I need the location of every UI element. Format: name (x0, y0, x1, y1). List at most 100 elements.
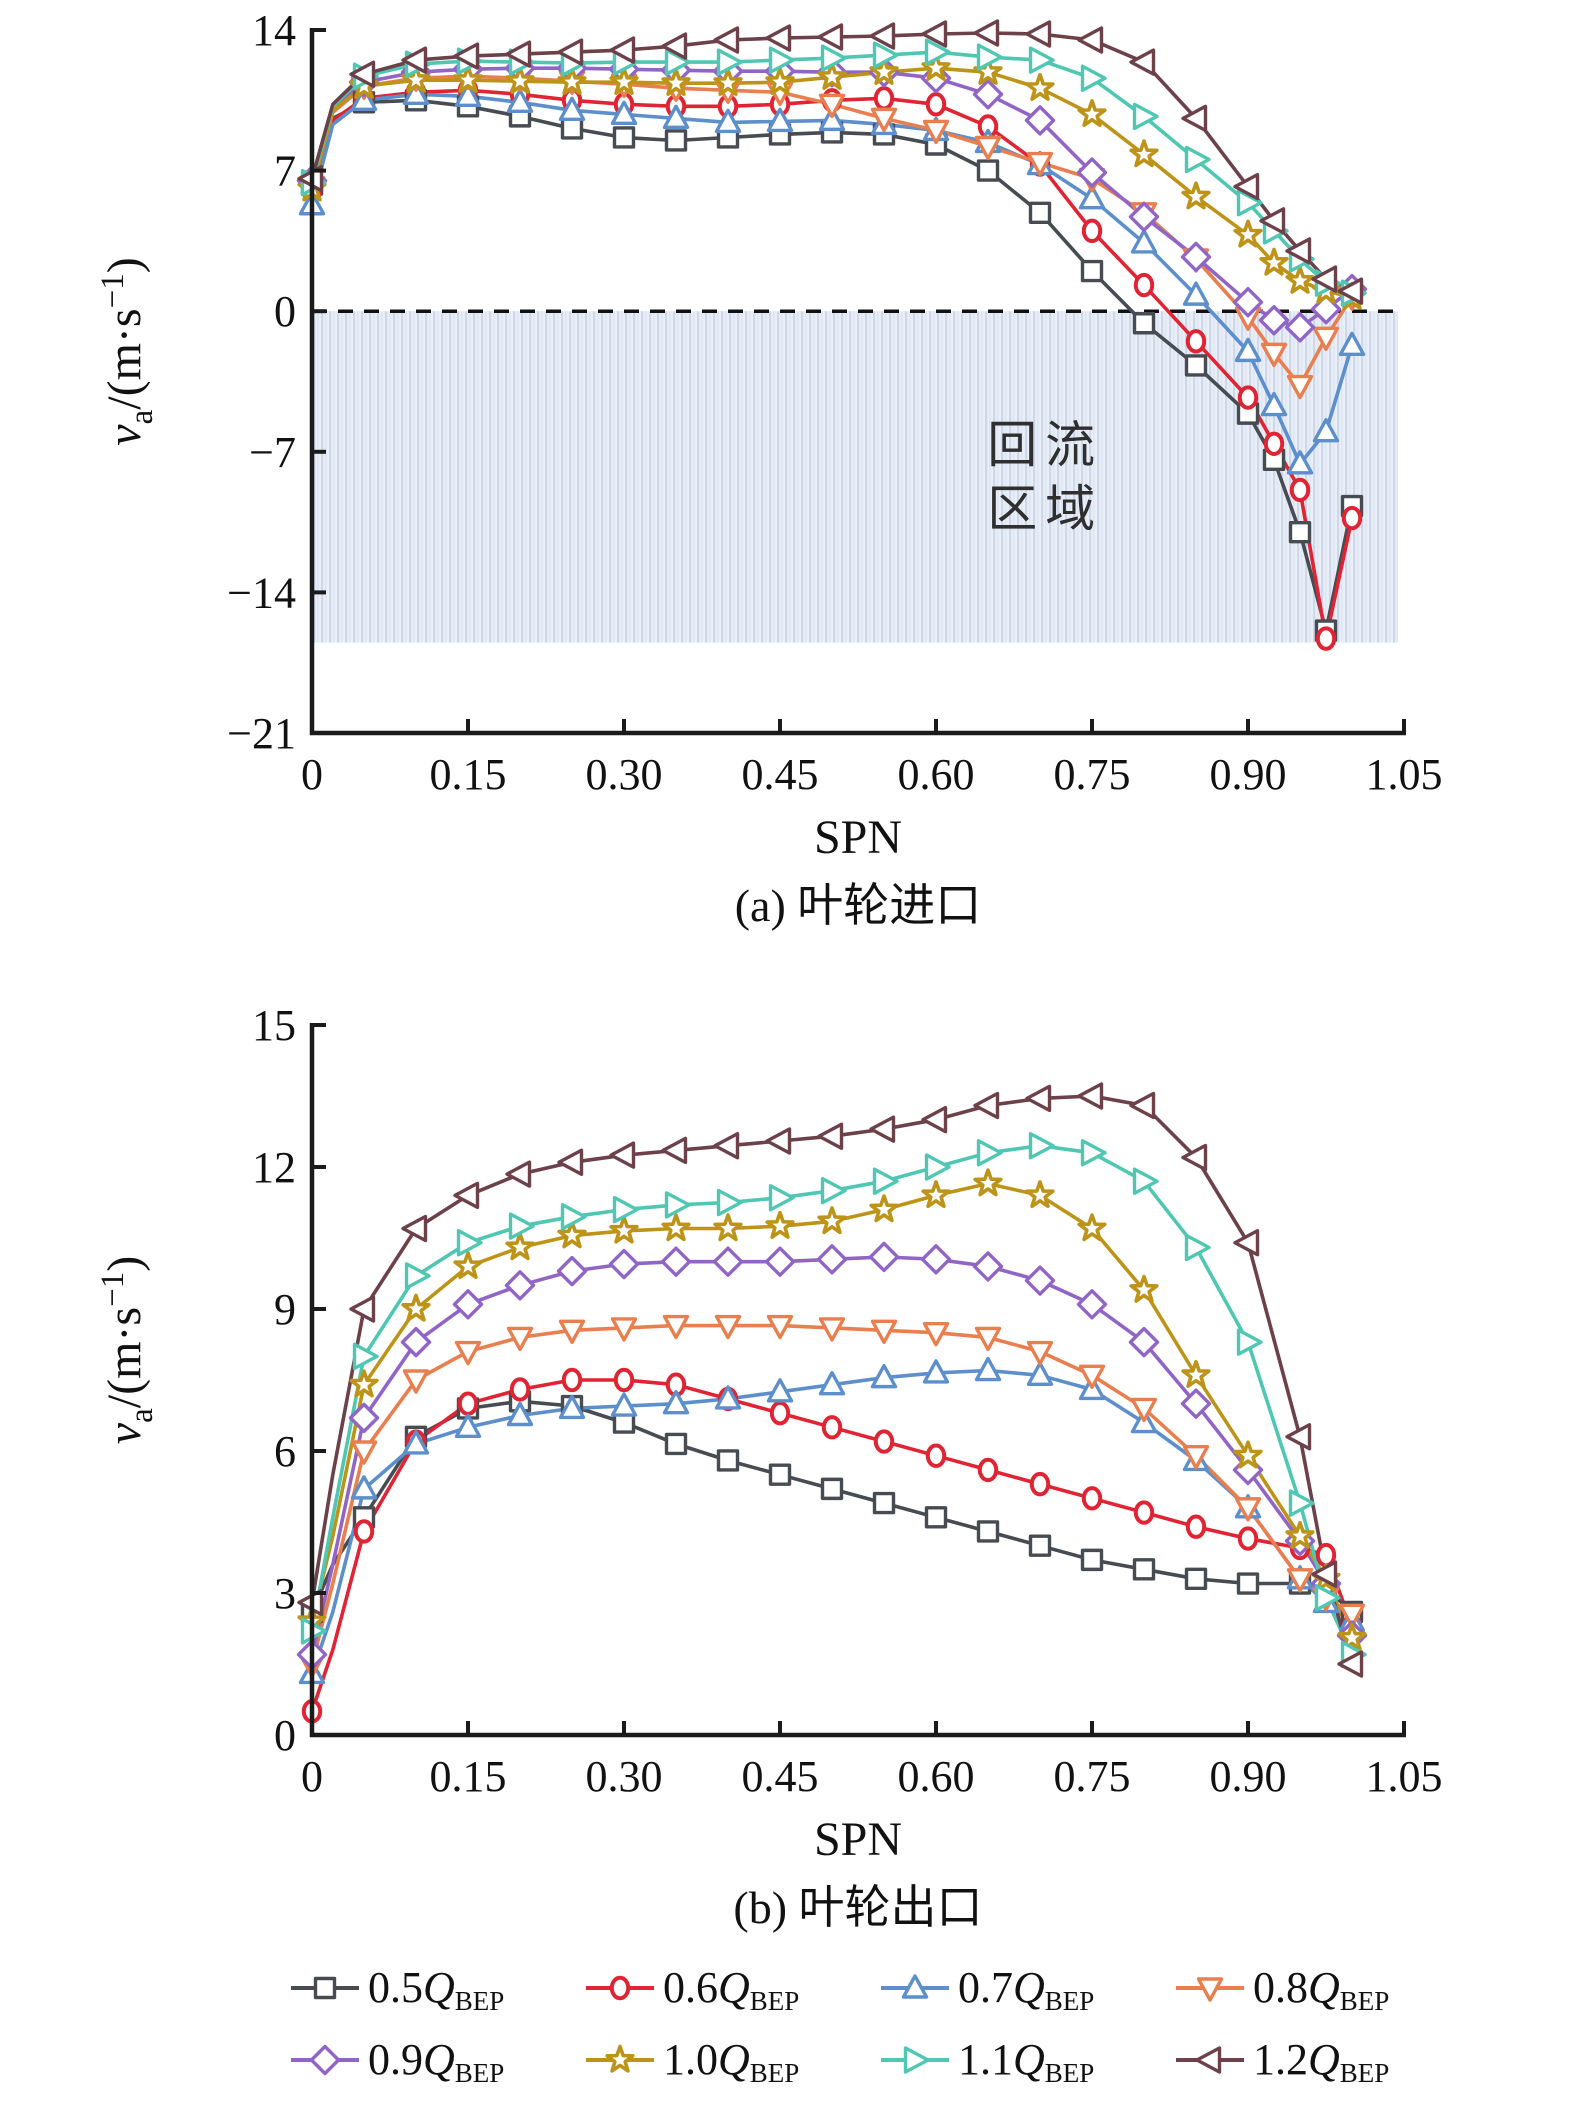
marker-triangle-right-1.1QBEP (612, 1195, 639, 1224)
marker-star-1.0QBEP (661, 1213, 691, 1242)
marker-star-1.0QBEP (1025, 1180, 1055, 1209)
marker-diamond-0.9QBEP (1258, 305, 1290, 336)
marker-triangle-left-1.2QBEP (401, 1214, 428, 1243)
marker-star-1.0QBEP (609, 66, 639, 95)
marker-triangle-up-0.7QBEP (1234, 337, 1262, 363)
marker-triangle-down-0.8QBEP (402, 1369, 430, 1394)
marker-star-1.0QBEP (1129, 139, 1159, 168)
marker-star-1.0QBEP (1181, 181, 1211, 210)
marker-star-1.0QBEP (973, 1168, 1003, 1197)
marker-circle-0.6QBEP (1133, 272, 1155, 298)
marker-triangle-down-0.8QBEP (974, 1326, 1002, 1352)
marker-triangle-right-1.1QBEP (716, 48, 743, 76)
marker-triangle-right-1.1QBEP (1288, 1489, 1315, 1517)
marker-star-1.0QBEP (1025, 72, 1055, 101)
marker-triangle-down-0.8QBEP (974, 135, 1002, 161)
figure-legend: 0.5QBEP 0.6QBEP 0.7QBEP 0.8QBEP 0.9QBEP 1.0QB… (0, 1952, 1575, 2096)
legend-marker-diamond (309, 2044, 341, 2076)
marker-circle-0.6QBEP (769, 1400, 791, 1426)
marker-triangle-right-1.1QBEP (768, 46, 795, 74)
marker-triangle-left-1.2QBEP (609, 1141, 636, 1169)
marker-square-0.5QBEP (976, 159, 1000, 182)
y-tick-label: 9 (274, 1285, 296, 1334)
marker-diamond-0.9QBEP (868, 1241, 900, 1273)
marker-triangle-right-1.1QBEP (664, 48, 691, 76)
series-markers (296, 1082, 1368, 1724)
marker-triangle-left-1.2QBEP (453, 1181, 480, 1210)
marker-star-1.0QBEP (1259, 247, 1289, 276)
marker-triangle-up-0.7QBEP (558, 96, 586, 122)
legend-marker-triangle-left (1195, 2046, 1222, 2074)
marker-triangle-left-1.2QBEP (1285, 1423, 1312, 1451)
marker-triangle-left-1.2QBEP (505, 40, 532, 68)
marker-circle-0.6QBEP (873, 1429, 895, 1454)
marker-star-1.0QBEP (869, 1194, 899, 1223)
marker-triangle-right-1.1QBEP (768, 1184, 795, 1212)
marker-triangle-right-1.1QBEP (1132, 1167, 1159, 1195)
legend-label: 0.7QBEP (958, 1963, 1095, 2016)
marker-triangle-left-1.2QBEP (713, 1131, 740, 1160)
marker-triangle-right-1.1QBEP (924, 1153, 951, 1181)
marker-square-0.5QBEP (820, 1477, 844, 1501)
marker-triangle-left-1.2QBEP (869, 22, 896, 50)
marker-diamond-0.9QBEP (1180, 1388, 1212, 1419)
marker-square-0.5QBEP (612, 126, 636, 149)
marker-triangle-down-0.8QBEP (1234, 1497, 1262, 1522)
marker-triangle-up-0.7QBEP (922, 1359, 950, 1384)
marker-circle-0.6QBEP (821, 1415, 843, 1440)
marker-star-1.0QBEP (1181, 1359, 1211, 1388)
marker-square-0.5QBEP (560, 117, 584, 140)
x-tick-label: 0.30 (586, 1752, 663, 1801)
chart-b-impeller-outlet: 15 12 9 6 3 00 0.15 0.30 0.45 0.60 0.75 0.90 1.05 SPN… (95, 1001, 1443, 1933)
marker-star-1.0QBEP (453, 1251, 483, 1280)
marker-circle-0.6QBEP (1237, 1526, 1259, 1551)
marker-triangle-left-1.2QBEP (1285, 237, 1312, 265)
y-tick-label: −14 (227, 568, 296, 617)
legend-label: 1.2QBEP (1253, 2035, 1390, 2088)
marker-circle-0.6QBEP (613, 1367, 635, 1393)
marker-triangle-up-0.7QBEP (818, 106, 846, 132)
legend-marker-circle (609, 1975, 631, 2001)
marker-triangle-left-1.2QBEP (921, 20, 948, 48)
marker-triangle-right-1.1QBEP (1028, 1131, 1055, 1160)
marker-triangle-down-0.8QBEP (922, 119, 950, 145)
marker-triangle-up-0.7QBEP (506, 1401, 534, 1427)
marker-triangle-up-0.7QBEP (714, 1385, 742, 1410)
marker-diamond-0.9QBEP (504, 1270, 536, 1301)
marker-triangle-left-1.2QBEP (1025, 1084, 1052, 1113)
legend-marker-triangle-up (901, 1974, 929, 1999)
marker-diamond-0.9QBEP (608, 1248, 640, 1280)
marker-diamond-0.9QBEP (1180, 241, 1212, 273)
marker-diamond-0.9QBEP (400, 1326, 432, 1358)
marker-triangle-up-0.7QBEP (454, 82, 482, 107)
marker-triangle-right-1.1QBEP (1236, 189, 1263, 217)
marker-diamond-0.9QBEP (1076, 1289, 1108, 1320)
legend-label: 1.1QBEP (958, 2035, 1095, 2088)
legend-marker-diamond-icon (291, 2044, 359, 2076)
marker-triangle-left-1.2QBEP (817, 23, 844, 51)
marker-triangle-down-0.8QBEP (714, 1314, 742, 1340)
marker-circle-0.6QBEP (977, 1457, 999, 1483)
marker-circle-0.6QBEP (1029, 1471, 1051, 1497)
marker-triangle-up-0.7QBEP (350, 1475, 378, 1500)
marker-star-1.0QBEP (1337, 1622, 1367, 1651)
marker-circle-0.6QBEP (925, 1443, 947, 1468)
marker-triangle-right-1.1QBEP (1236, 1328, 1263, 1356)
marker-triangle-left-1.2QBEP (973, 1091, 1000, 1120)
legend-label: 0.5QBEP (368, 1963, 505, 2016)
legend-label: 0.6QBEP (663, 1963, 800, 2016)
marker-circle-0.6QBEP (1185, 1514, 1207, 1539)
marker-star-1.0QBEP (1233, 1440, 1263, 1469)
x-tick-label: 0.75 (1054, 750, 1131, 799)
marker-diamond-0.9QBEP (1232, 286, 1264, 318)
marker-triangle-right-1.1QBEP (1132, 102, 1159, 131)
marker-circle-0.6QBEP (873, 86, 895, 111)
legend-item-0.6QBEP: 0.6QBEP (583, 1963, 878, 2016)
marker-triangle-right-1.1QBEP (924, 38, 951, 66)
x-axis-title: SPN (814, 1813, 902, 1866)
marker-triangle-left-1.2QBEP (1337, 277, 1364, 305)
marker-star-1.0QBEP (609, 1215, 639, 1244)
marker-triangle-left-1.2QBEP (557, 38, 584, 66)
marker-triangle-left-1.2QBEP (1311, 1560, 1338, 1588)
